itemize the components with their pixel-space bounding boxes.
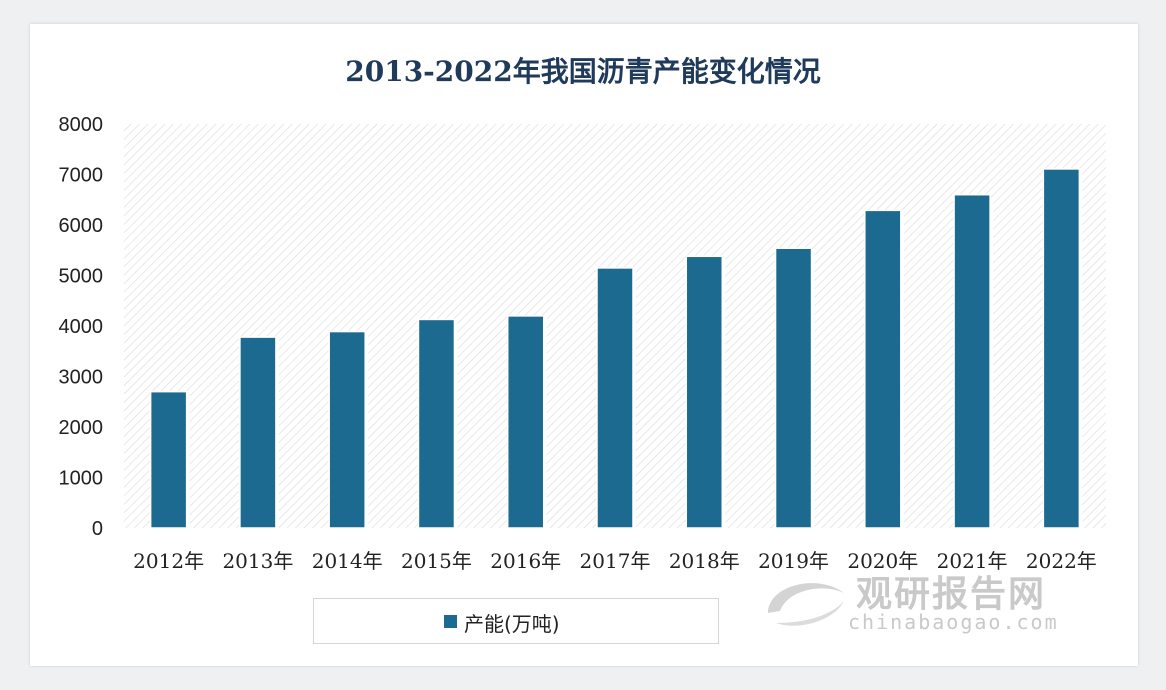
y-tick-label: 3000 — [59, 367, 104, 389]
x-tick-label: 2015年 — [401, 549, 472, 573]
watermark-logo-icon — [768, 583, 844, 626]
y-tick-label: 6000 — [59, 215, 104, 237]
x-tick-label: 2014年 — [312, 549, 383, 573]
x-tick-label: 2022年 — [1026, 549, 1097, 573]
x-tick-label: 2016年 — [490, 549, 561, 573]
legend-label: 产能(万吨) — [464, 612, 560, 636]
x-tick-label: 2019年 — [758, 549, 829, 573]
bar-2018年 — [685, 255, 724, 529]
bar-2020年 — [864, 209, 902, 529]
chart-title: 2013-2022年我国沥青产能变化情况 — [345, 55, 821, 88]
bar-2013年 — [239, 336, 277, 529]
bar-2012年 — [149, 390, 188, 529]
watermark-text-cn: 观研报告网 — [856, 574, 1047, 615]
y-tick-label: 0 — [92, 518, 103, 540]
bar-2017年 — [596, 267, 634, 529]
bar-2019年 — [774, 247, 813, 529]
y-tick-label: 7000 — [59, 165, 104, 187]
bar-2014年 — [328, 330, 366, 529]
x-tick-label: 2020年 — [847, 549, 918, 573]
x-tick-label: 2013年 — [222, 549, 293, 573]
watermark-text-en: chinabaogao.com — [848, 610, 1059, 634]
bar-2022年 — [1042, 168, 1081, 529]
y-tick-label: 5000 — [59, 266, 104, 288]
x-tick-label: 2021年 — [937, 549, 1008, 573]
y-tick-label: 2000 — [59, 417, 104, 439]
bar-2016年 — [506, 315, 545, 529]
legend-swatch — [444, 615, 457, 628]
x-tick-label: 2017年 — [580, 549, 651, 573]
bar-2021年 — [953, 193, 991, 529]
x-tick-label: 2018年 — [669, 549, 740, 573]
y-tick-label: 4000 — [59, 316, 104, 338]
x-tick-label: 2012年 — [133, 549, 204, 573]
y-tick-label: 1000 — [59, 468, 104, 490]
bar-2015年 — [417, 318, 456, 529]
y-tick-label: 8000 — [59, 114, 104, 136]
legend: 产能(万吨) — [313, 598, 719, 644]
